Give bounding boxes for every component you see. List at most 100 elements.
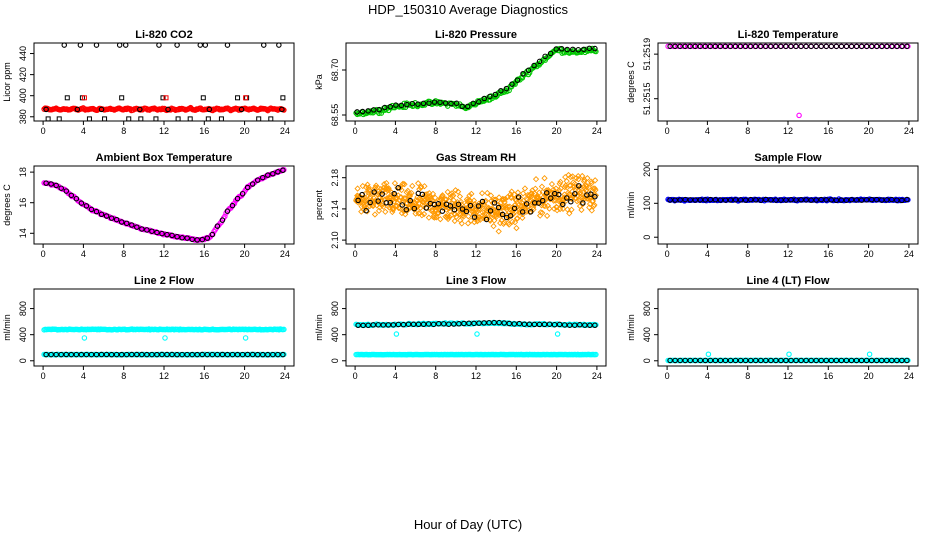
data-point xyxy=(459,206,466,212)
data-point xyxy=(174,233,180,240)
y-axis-label: ml/min xyxy=(314,314,324,341)
data-point xyxy=(697,43,704,50)
data-point xyxy=(476,99,482,105)
data-point xyxy=(194,351,200,358)
data-point xyxy=(430,321,437,328)
x-tick-label: 12 xyxy=(471,126,481,136)
data-point xyxy=(381,196,389,203)
data-point xyxy=(371,211,379,218)
panel-title: Gas Stream RH xyxy=(436,152,516,164)
y-tick-label: 51.2519 xyxy=(642,38,652,71)
data-point xyxy=(487,208,494,214)
data-point xyxy=(690,43,697,50)
data-point xyxy=(569,173,576,180)
series-2 xyxy=(667,43,910,50)
data-point xyxy=(401,195,408,202)
data-point xyxy=(73,195,80,202)
data-point xyxy=(481,320,487,326)
data-point xyxy=(446,213,453,220)
data-point xyxy=(435,320,442,327)
data-point xyxy=(370,186,377,194)
x-tick-label: 12 xyxy=(783,249,793,259)
x-tick-label: 8 xyxy=(745,249,750,259)
data-point xyxy=(548,180,556,188)
data-point xyxy=(497,208,505,216)
data-point xyxy=(793,357,799,364)
panel-title: Line 4 (LT) Flow xyxy=(747,275,830,287)
data-point xyxy=(904,357,910,364)
data-point xyxy=(560,201,566,208)
data-point xyxy=(672,43,678,50)
data-point xyxy=(139,351,145,358)
data-point xyxy=(682,43,688,50)
data-point xyxy=(393,102,399,108)
data-point xyxy=(387,199,393,206)
data-point xyxy=(487,93,493,100)
data-point xyxy=(675,43,682,50)
data-point xyxy=(134,224,140,230)
data-point xyxy=(833,43,840,50)
data-point xyxy=(499,211,506,218)
data-point xyxy=(705,351,712,358)
data-point xyxy=(555,196,563,203)
data-point xyxy=(473,209,480,216)
data-point xyxy=(467,202,474,209)
data-point xyxy=(163,95,169,101)
data-point xyxy=(93,208,100,215)
data-point xyxy=(722,197,729,203)
x-tick-label: 4 xyxy=(393,249,398,259)
data-point xyxy=(419,191,426,198)
series-1 xyxy=(41,326,287,333)
data-point xyxy=(476,320,482,326)
data-point xyxy=(359,108,366,115)
x-tick-label: 12 xyxy=(159,249,169,259)
data-point xyxy=(863,357,870,364)
data-point xyxy=(401,181,408,188)
y-tick-label: 68.55 xyxy=(330,104,340,127)
data-point xyxy=(218,116,224,122)
x-tick-label: 8 xyxy=(433,126,438,136)
data-point xyxy=(93,351,100,358)
data-point xyxy=(506,203,513,210)
data-point xyxy=(702,43,709,50)
data-point xyxy=(370,322,376,328)
data-point xyxy=(363,207,369,214)
data-point xyxy=(209,351,216,358)
data-point xyxy=(515,194,522,200)
x-tick-label: 12 xyxy=(471,249,481,259)
data-point xyxy=(680,43,687,50)
data-point xyxy=(385,322,392,328)
y-tick-label: 800 xyxy=(642,301,652,316)
x-tick-label: 16 xyxy=(511,249,521,259)
data-point xyxy=(451,211,459,218)
data-point xyxy=(873,196,880,203)
x-tick-label: 20 xyxy=(240,249,250,259)
data-point xyxy=(415,101,421,107)
data-point xyxy=(492,91,499,98)
data-point xyxy=(376,110,382,117)
x-tick-label: 16 xyxy=(199,249,209,259)
data-point xyxy=(564,195,570,201)
y-tick-label: 18 xyxy=(18,167,28,177)
data-point xyxy=(256,116,262,122)
y-axis-label: kPa xyxy=(314,74,324,90)
panel-4: Ambient Box Temperature degrees C 0 4 8 12 16 2… xyxy=(2,152,295,259)
data-point xyxy=(279,106,285,113)
panel-title: Li-820 Pressure xyxy=(435,29,517,41)
data-point xyxy=(479,198,486,205)
data-point xyxy=(385,185,392,192)
data-point xyxy=(501,219,508,226)
data-point xyxy=(156,42,162,48)
data-point xyxy=(843,197,850,203)
series-2 xyxy=(43,167,286,243)
x-tick-label: 20 xyxy=(552,249,562,259)
data-point xyxy=(126,116,132,122)
data-point xyxy=(566,322,573,328)
data-point xyxy=(727,357,734,364)
data-point xyxy=(455,201,462,208)
data-point xyxy=(853,357,860,364)
panel-1: Li-820 CO2 Licor ppm 0 4 8 12 16 20 24 380 400 420 4… xyxy=(2,29,295,136)
data-point xyxy=(77,42,84,48)
data-point xyxy=(682,196,688,203)
data-point xyxy=(375,198,381,204)
